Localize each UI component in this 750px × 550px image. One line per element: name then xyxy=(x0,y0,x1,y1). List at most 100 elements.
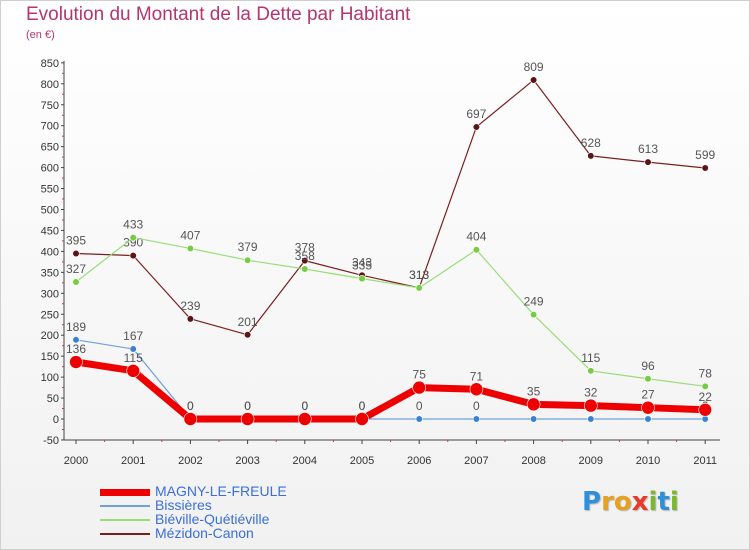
x-tick-label: 2008 xyxy=(521,455,545,467)
data-point xyxy=(126,364,140,378)
legend-label: Biéville-Quétiéville xyxy=(155,511,270,527)
y-tick-label: 550 xyxy=(41,184,59,196)
data-point xyxy=(129,233,137,242)
x-tick-label: 2007 xyxy=(464,455,488,467)
data-label: 809 xyxy=(524,60,544,74)
data-point xyxy=(701,382,709,390)
x-tick-label: 2000 xyxy=(64,455,88,467)
data-label: 613 xyxy=(638,142,658,156)
y-tick-label: 100 xyxy=(41,372,59,384)
y-tick-label: 400 xyxy=(41,246,59,258)
data-label: 75 xyxy=(413,368,427,382)
legend-swatch xyxy=(100,505,150,507)
data-point xyxy=(641,400,655,415)
x-tick-label: 2009 xyxy=(579,455,603,467)
data-point xyxy=(186,244,194,253)
logo-letter: i xyxy=(669,487,679,517)
data-point xyxy=(529,311,538,319)
legend-label: MAGNY-LE-FREULE xyxy=(155,483,287,499)
data-point xyxy=(301,265,309,273)
data-point xyxy=(240,412,255,426)
data-point xyxy=(355,412,369,426)
chart-unit-label: (en €) xyxy=(26,29,55,41)
legend-swatch xyxy=(100,533,150,535)
data-point xyxy=(587,152,595,160)
y-tick-label: 150 xyxy=(41,351,59,363)
data-point xyxy=(301,257,309,265)
y-tick-label: 800 xyxy=(41,79,59,91)
data-label: 379 xyxy=(238,240,258,254)
data-point xyxy=(472,123,481,131)
series-line xyxy=(72,358,709,423)
data-point xyxy=(701,415,709,423)
y-tick-label: 0 xyxy=(53,414,59,426)
data-point xyxy=(244,331,252,339)
data-label: 395 xyxy=(66,233,86,247)
y-tick-label: 250 xyxy=(41,309,59,321)
logo-letter: x xyxy=(631,487,649,517)
data-point xyxy=(129,345,137,353)
data-label: 115 xyxy=(124,351,143,365)
data-point xyxy=(583,398,598,413)
data-label: 407 xyxy=(180,228,200,242)
data-label: 0 xyxy=(187,399,194,413)
data-label: 136 xyxy=(66,342,86,356)
legend-swatch xyxy=(100,488,150,496)
chart-title: Evolution du Montant de la Dette par Hab… xyxy=(26,4,411,25)
x-tick-label: 2005 xyxy=(350,455,374,467)
series-line xyxy=(75,79,706,336)
data-label: 599 xyxy=(695,148,715,162)
data-point xyxy=(526,397,541,412)
y-tick-label: 850 xyxy=(41,58,59,70)
y-tick-label: 300 xyxy=(41,288,59,300)
data-label: 22 xyxy=(699,390,713,404)
data-point xyxy=(72,336,80,344)
y-tick-label: 750 xyxy=(41,100,59,112)
data-label: 0 xyxy=(416,399,423,413)
data-label: 189 xyxy=(66,320,86,334)
data-point xyxy=(72,249,80,258)
data-point xyxy=(412,380,427,395)
data-label: 167 xyxy=(123,329,143,343)
data-label: 313 xyxy=(409,268,429,282)
y-tick-label: 650 xyxy=(41,142,59,154)
data-label: 0 xyxy=(301,399,308,413)
data-point xyxy=(587,415,595,423)
data-point xyxy=(183,412,198,426)
x-tick-label: 2011 xyxy=(693,455,717,467)
data-point xyxy=(129,251,137,260)
data-point xyxy=(469,382,484,397)
data-label: 0 xyxy=(473,399,480,413)
y-tick-label: 200 xyxy=(41,330,59,342)
data-point xyxy=(244,256,252,264)
data-label: 239 xyxy=(180,299,200,313)
x-tick-label: 2004 xyxy=(293,455,317,467)
data-point xyxy=(529,76,538,84)
proxiti-logo: Proxiti xyxy=(582,487,679,517)
data-label: 0 xyxy=(244,399,251,413)
data-point xyxy=(587,367,595,375)
data-label: 96 xyxy=(641,359,655,373)
y-tick-label: 700 xyxy=(41,121,59,133)
x-tick-label: 2003 xyxy=(235,455,259,467)
data-point xyxy=(529,415,538,423)
x-tick-label: 2002 xyxy=(178,455,202,467)
data-label: 0 xyxy=(359,399,366,413)
data-point xyxy=(701,164,709,172)
data-label: 35 xyxy=(527,384,541,398)
data-label: 0 xyxy=(359,399,366,413)
data-point xyxy=(698,402,713,417)
data-label: 343 xyxy=(352,255,372,269)
data-label: 358 xyxy=(295,249,315,263)
x-tick-label: 2001 xyxy=(121,455,145,467)
data-label: 201 xyxy=(238,315,258,329)
y-tick-label: -50 xyxy=(43,435,59,447)
data-label: 378 xyxy=(295,241,315,255)
data-point xyxy=(415,284,423,292)
data-label: 313 xyxy=(409,268,429,282)
logo-letter: t xyxy=(657,487,670,517)
legend-swatch xyxy=(100,519,150,521)
y-tick-label: 450 xyxy=(41,225,59,237)
